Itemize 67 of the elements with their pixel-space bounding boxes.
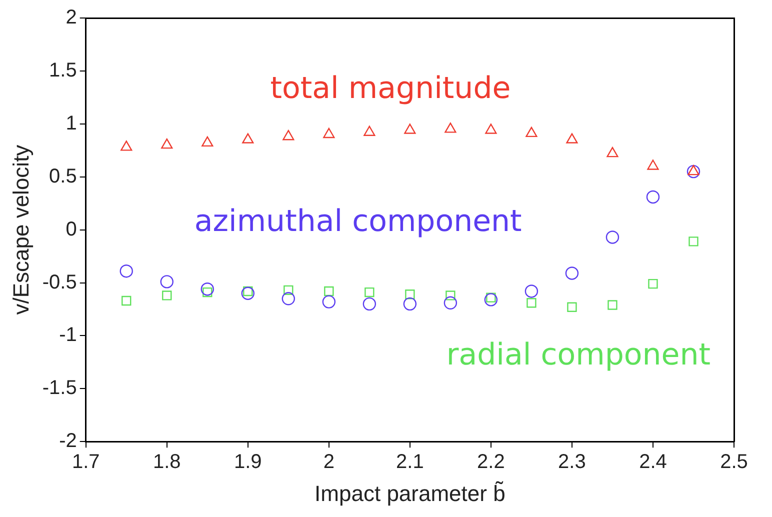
point — [566, 133, 578, 144]
point — [200, 282, 214, 296]
point — [444, 296, 458, 310]
y-axis-title: v/Escape velocity — [8, 144, 34, 315]
point — [362, 297, 376, 311]
y-tick-label: 2 — [66, 6, 77, 29]
y-tick-label: -1.5 — [42, 377, 77, 400]
point — [646, 190, 660, 204]
point — [364, 287, 374, 298]
point — [323, 128, 335, 138]
series-label: radial component — [446, 338, 711, 373]
point — [241, 286, 254, 300]
point — [686, 164, 700, 178]
y-tick-label: 1.5 — [49, 59, 77, 82]
series-label: total magnitude — [270, 70, 511, 106]
point — [444, 122, 456, 133]
x-tick-label: 2.3 — [558, 451, 586, 474]
y-tick-label: -0.5 — [42, 271, 77, 294]
y-tick-label: -1 — [59, 324, 77, 346]
x-tick-label: 1.9 — [234, 451, 262, 474]
x-tick-label: 2.1 — [396, 451, 424, 474]
point — [122, 296, 132, 306]
point — [242, 133, 254, 144]
point — [446, 290, 456, 300]
x-axis-title: Impact parameter b̃ — [314, 480, 506, 506]
point — [284, 285, 294, 296]
x-tick-label: 2 — [323, 451, 334, 474]
point — [606, 230, 620, 244]
point — [688, 164, 700, 176]
point — [120, 140, 132, 151]
point — [243, 286, 253, 296]
point — [364, 126, 376, 136]
point — [608, 300, 618, 310]
point — [524, 284, 538, 298]
point — [606, 146, 618, 158]
x-tick-label: 1.7 — [72, 451, 100, 474]
point — [202, 136, 214, 147]
point — [324, 286, 334, 296]
point — [484, 293, 498, 306]
point — [322, 295, 336, 308]
point — [688, 236, 698, 246]
point — [526, 298, 536, 308]
point — [485, 124, 497, 134]
point — [162, 290, 172, 300]
point — [526, 126, 538, 138]
point — [404, 124, 416, 134]
point — [282, 292, 296, 306]
point — [120, 264, 133, 278]
y-tick-label: 1 — [66, 112, 77, 134]
point — [648, 278, 658, 289]
y-tick-label: -2 — [59, 430, 77, 452]
point — [567, 302, 577, 312]
point — [405, 290, 415, 300]
point — [647, 160, 659, 170]
point — [161, 138, 173, 149]
point — [403, 297, 417, 311]
y-tick-label: 0.5 — [49, 165, 77, 188]
point — [160, 275, 174, 288]
y-tick-label: 0 — [66, 218, 77, 240]
x-tick-label: 2.5 — [720, 451, 748, 474]
series-label: azimuthal component — [194, 204, 522, 240]
point — [202, 287, 212, 298]
x-tick-label: 1.8 — [152, 451, 181, 474]
x-tick-label: 2.4 — [639, 451, 667, 474]
point — [565, 266, 579, 280]
point — [282, 130, 294, 140]
x-tick-label: 2.2 — [477, 451, 505, 474]
